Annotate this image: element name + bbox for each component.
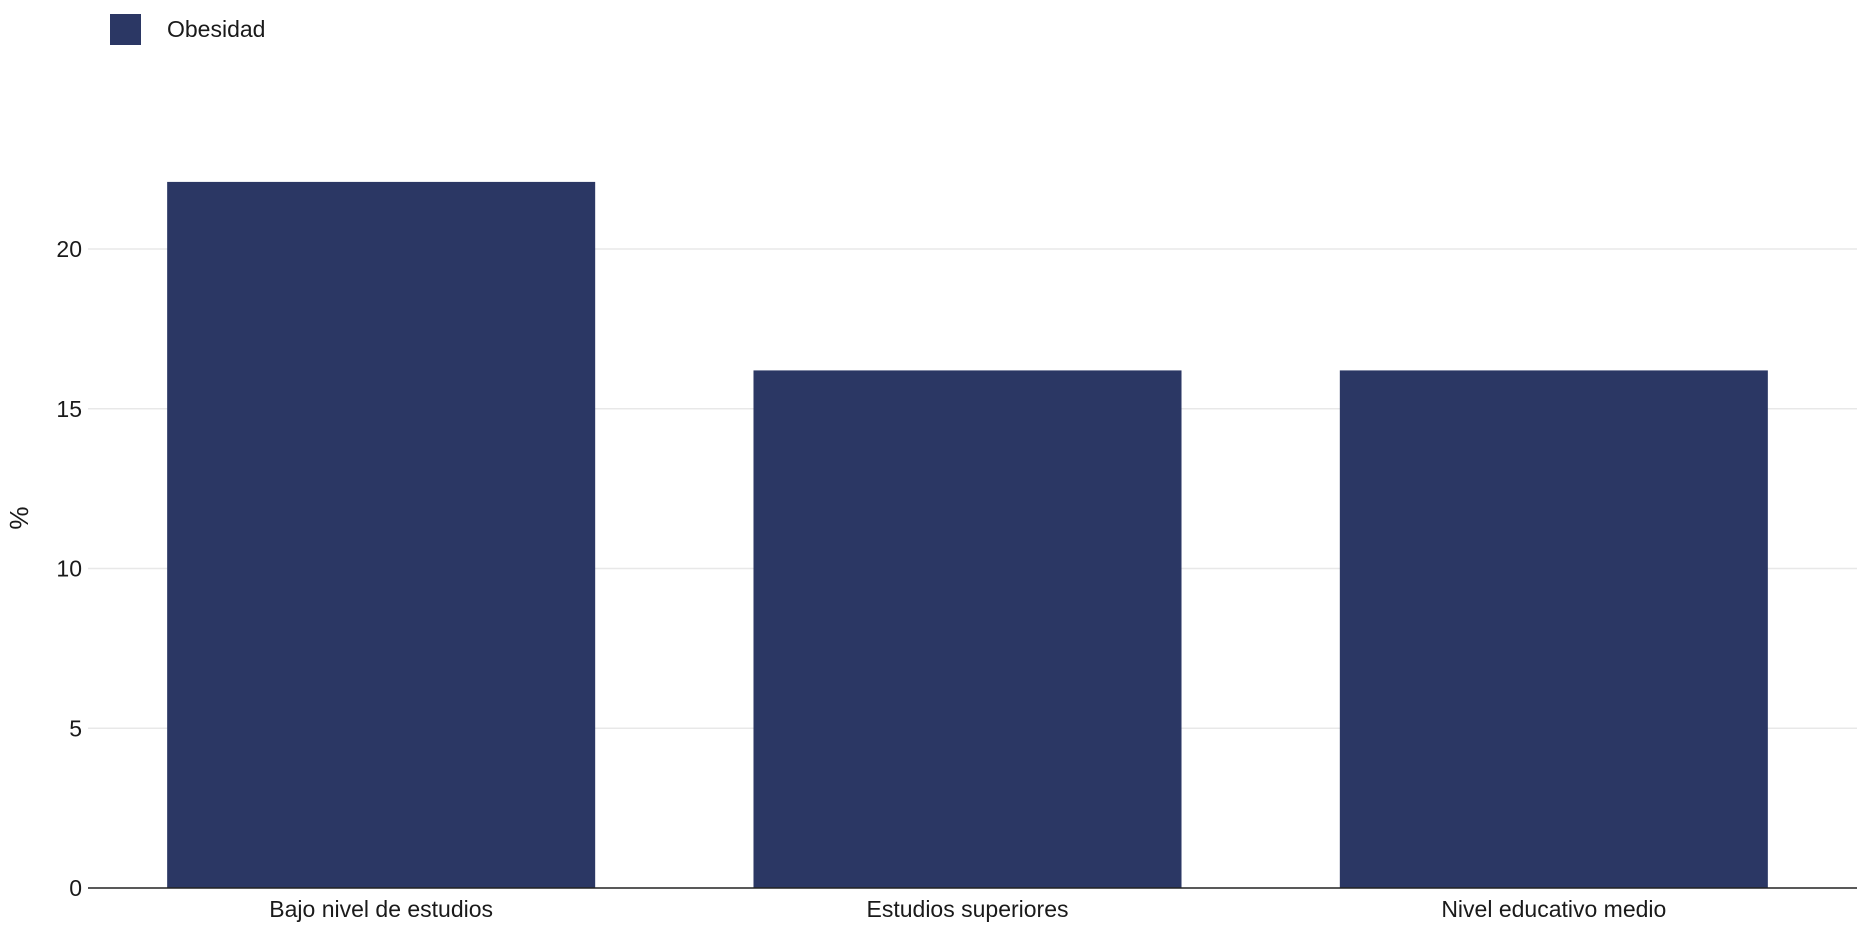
x-tick-label-3: Nivel educativo medio [1441,896,1666,922]
y-axis-title: % [4,506,34,529]
y-tick-label-5: 5 [69,715,82,741]
y-tick-label-20: 20 [56,236,82,262]
x-tick-label-1: Bajo nivel de estudios [269,896,493,922]
x-tick-label-2: Estudios superiores [867,896,1069,922]
y-tick-labels: 0 5 10 15 20 [56,236,82,901]
bars [167,181,1768,888]
x-tick-labels: Bajo nivel de estudios Estudios superiore… [269,896,1666,922]
y-tick-label-10: 10 [56,556,82,582]
legend-swatch-obesidad [110,14,141,45]
y-tick-label-15: 15 [56,396,82,422]
legend: Obesidad [110,14,265,45]
y-tick-label-0: 0 [69,875,82,901]
bar-3 [1339,370,1768,888]
legend-label-obesidad: Obesidad [167,16,266,42]
bar-1 [167,181,596,888]
bar-2 [753,370,1182,888]
